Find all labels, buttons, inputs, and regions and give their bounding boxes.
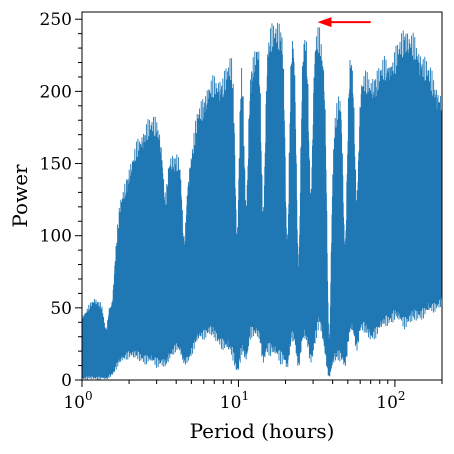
annotation-arrow bbox=[317, 17, 371, 28]
x-axis: 100 101 102 bbox=[63, 380, 443, 413]
plot-frame bbox=[81, 11, 443, 381]
y-axis-label: Power bbox=[8, 164, 32, 228]
power-series-line bbox=[82, 22, 442, 380]
y-tick-label: 250 bbox=[40, 10, 72, 30]
y-tick-label: 50 bbox=[50, 299, 72, 319]
y-tick-label: 100 bbox=[40, 227, 72, 247]
x-axis-label: Period (hours) bbox=[190, 419, 335, 443]
y-tick-label: 0 bbox=[61, 371, 72, 391]
power-series bbox=[82, 22, 442, 380]
x-tick-label: 100 bbox=[63, 389, 92, 413]
x-tick-label: 101 bbox=[220, 389, 249, 413]
y-tick-label: 200 bbox=[40, 82, 72, 102]
y-axis: 0 50 100 150 200 250 bbox=[40, 10, 82, 391]
y-tick-label: 150 bbox=[40, 155, 72, 175]
x-tick-label: 102 bbox=[376, 389, 405, 413]
arrow-head bbox=[317, 17, 332, 28]
